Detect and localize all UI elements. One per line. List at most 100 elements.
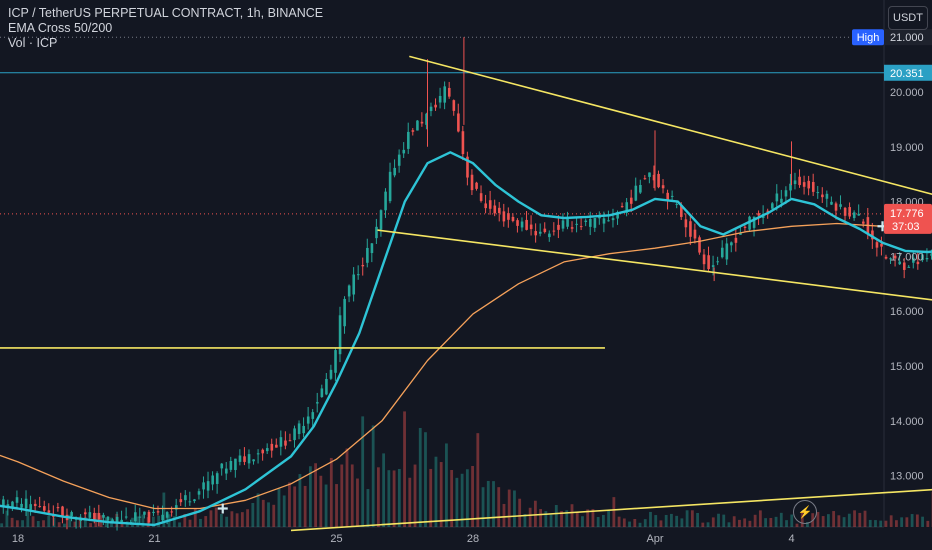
volume-bar <box>785 520 788 527</box>
candle-body <box>912 257 915 263</box>
volume-bar <box>528 507 532 527</box>
candle-body <box>871 230 874 240</box>
candle-body <box>479 193 483 201</box>
candle-body <box>11 501 14 508</box>
candle-body <box>821 194 824 198</box>
volume-bar <box>429 468 433 527</box>
ema-50-line[interactable] <box>0 151 932 527</box>
volume-bar <box>5 510 9 527</box>
volume-bar <box>863 510 867 527</box>
symbol-title[interactable]: ICP / TetherUS PERPETUAL CONTRACT, 1h, B… <box>8 6 324 20</box>
candle-body <box>921 254 924 261</box>
volume-bar <box>272 504 276 527</box>
candle-body <box>375 226 378 239</box>
volume-bar <box>842 517 846 527</box>
candle-body <box>548 233 551 238</box>
candle-body <box>466 156 469 178</box>
trendline[interactable] <box>409 55 932 241</box>
candle-body <box>543 228 547 233</box>
ema-cross-indicator-label[interactable]: EMA Cross 50/200 <box>8 21 113 35</box>
candle-body <box>411 130 415 132</box>
volume-bar <box>706 522 710 527</box>
volume-bar <box>884 520 888 527</box>
volume-bar <box>769 517 773 527</box>
candle-body <box>802 182 806 187</box>
volume-bar <box>31 516 35 527</box>
volume-bar <box>832 511 836 527</box>
candle-body <box>780 198 783 203</box>
price-tick-label: 17.000 <box>890 251 924 263</box>
chart-legend: ICP / TetherUS PERPETUAL CONTRACT, 1h, B… <box>8 6 323 51</box>
volume-bar <box>910 514 914 527</box>
volume-bar <box>638 522 642 527</box>
volume-bar <box>795 523 799 527</box>
lightning-icon[interactable]: ⚡ <box>793 500 817 524</box>
volume-bar <box>350 464 354 527</box>
volume-bar <box>518 498 522 527</box>
volume-bar <box>214 507 218 527</box>
volume-bar <box>366 489 370 527</box>
candle-body <box>134 512 137 522</box>
volume-bar <box>581 516 584 527</box>
candle-body <box>138 516 142 518</box>
candle-body <box>816 192 820 194</box>
candle-body <box>106 516 110 521</box>
candle-body <box>720 247 724 258</box>
candle-body <box>793 180 797 185</box>
candle-body <box>102 514 105 518</box>
candle-body <box>661 185 665 189</box>
candle-body <box>593 218 597 228</box>
candle-body <box>616 211 619 219</box>
candle-body <box>2 499 5 506</box>
trendline[interactable] <box>377 229 932 308</box>
volume-bar <box>879 520 883 527</box>
ema-200-line[interactable] <box>0 222 932 510</box>
volume-bar <box>758 510 762 527</box>
candle-body <box>397 154 401 166</box>
volume-bar <box>868 519 872 527</box>
candle-body <box>261 449 265 454</box>
candle-body <box>320 388 324 398</box>
volume-bar <box>533 500 537 527</box>
candle-body <box>79 519 83 521</box>
candle-body <box>179 499 183 503</box>
volume-bar <box>701 522 705 527</box>
volume-bar <box>52 517 56 527</box>
candle-body <box>716 261 720 263</box>
candle-body <box>220 463 224 469</box>
candle-body <box>579 226 583 228</box>
volume-bar <box>403 411 406 527</box>
trendline[interactable] <box>290 478 932 532</box>
candle-body <box>680 205 683 217</box>
volume-bar <box>204 516 208 527</box>
volume-bar <box>732 516 736 527</box>
volume-bar <box>847 513 851 527</box>
volume-bar <box>324 484 328 527</box>
candle-body <box>570 227 574 229</box>
volume-bar <box>277 488 281 527</box>
volume-bar <box>162 492 166 527</box>
volume-bar <box>764 518 767 527</box>
candle-body <box>557 224 560 230</box>
volume-bar <box>507 489 511 527</box>
candle-body <box>498 207 501 214</box>
candle-body <box>33 503 37 507</box>
volume-bar <box>554 505 558 527</box>
volume-bar <box>376 467 380 527</box>
volume-indicator-label[interactable]: Vol · ICP <box>8 36 58 50</box>
volume-bar <box>83 517 87 527</box>
candle-body <box>311 412 315 419</box>
candle-body <box>925 258 929 260</box>
time-tick-label: 18 <box>12 533 24 545</box>
candle-body <box>488 200 492 209</box>
volume-bar <box>209 510 213 527</box>
volume-bar <box>649 511 652 527</box>
candle-body <box>625 202 629 213</box>
volume-bar <box>711 517 715 527</box>
candle-body <box>889 258 892 260</box>
volume-bar <box>225 516 229 527</box>
volume-bar <box>523 514 527 527</box>
volume-bar <box>293 486 297 527</box>
currency-button[interactable]: USDT <box>888 6 928 30</box>
